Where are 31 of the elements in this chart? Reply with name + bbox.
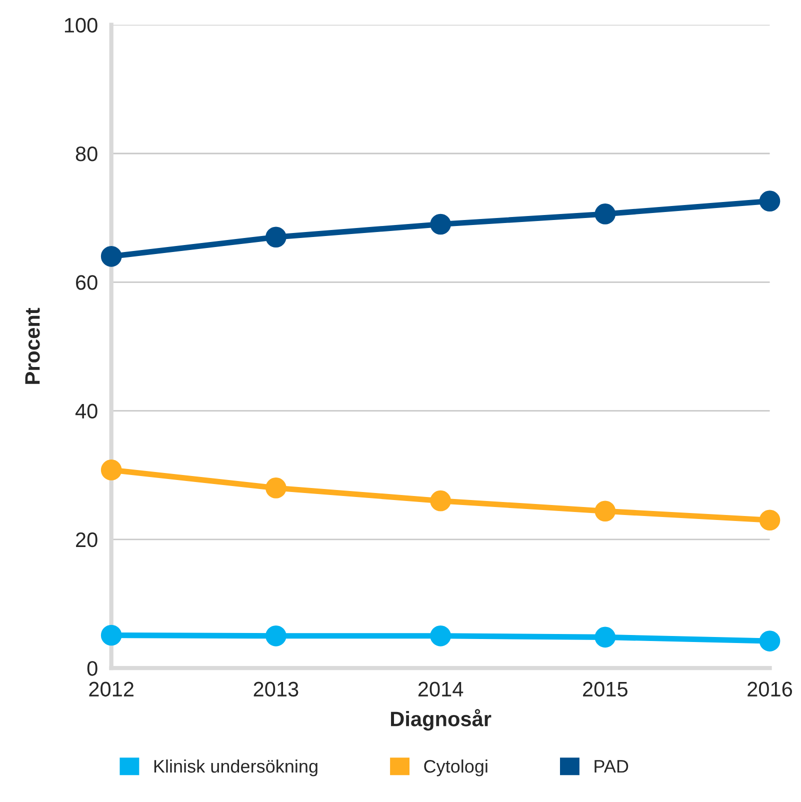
point: [430, 490, 451, 512]
point: [100, 460, 122, 480]
point: [266, 478, 286, 498]
x-tick-label: 2013: [254, 682, 298, 697]
y-tick-label: 100: [64, 18, 98, 33]
y-axis-title: Procent: [25, 308, 40, 384]
point: [430, 625, 451, 646]
point: [594, 626, 616, 648]
legend-label: Klinisk undersökning: [154, 759, 318, 776]
x-tick-label: 2015: [583, 682, 628, 697]
point: [594, 204, 616, 224]
point: [266, 226, 286, 248]
y-tick-label: 0: [87, 661, 98, 676]
point: [100, 246, 122, 267]
legend-label: PAD: [594, 760, 628, 773]
point: [759, 190, 780, 212]
point: [430, 214, 451, 235]
y-tick-label: 40: [75, 404, 98, 419]
y-tick-label: 60: [76, 275, 98, 290]
x-tick-label: 2016: [748, 682, 792, 697]
point: [594, 500, 616, 522]
point: [759, 630, 780, 652]
x-tick-label: 2012: [89, 682, 134, 697]
point: [100, 624, 122, 646]
x-axis-title: Diagnosår: [391, 709, 492, 731]
x-tick-label: 2014: [418, 682, 464, 697]
y-tick-label: 20: [76, 532, 98, 548]
legend-label: Cytologi: [424, 759, 488, 776]
point: [266, 625, 286, 646]
y-tick-label: 80: [76, 146, 98, 162]
point: [759, 510, 780, 531]
